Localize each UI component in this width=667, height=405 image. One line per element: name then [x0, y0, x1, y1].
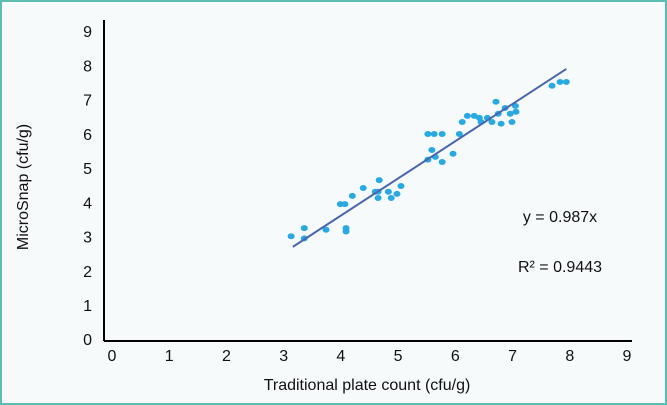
point [393, 190, 401, 197]
point [455, 130, 463, 137]
point [463, 112, 471, 119]
y-tick-label: 3 [83, 230, 92, 247]
point [562, 78, 570, 85]
point [438, 159, 446, 166]
y-tick-label: 4 [83, 195, 92, 212]
point [449, 150, 457, 157]
point [287, 233, 295, 240]
equation: y = 0.987x [523, 209, 597, 226]
x-tick-label: 7 [508, 348, 517, 365]
point [300, 225, 308, 232]
y-tick-label: 8 [83, 58, 92, 75]
r-squared: R² = 0.9443 [518, 259, 602, 276]
point [424, 130, 432, 137]
x-tick-label: 3 [279, 348, 288, 365]
point [322, 226, 330, 233]
point [374, 194, 382, 201]
point [428, 147, 436, 154]
y-tick-label: 0 [83, 332, 92, 349]
point [492, 98, 500, 105]
y-tick-label: 9 [83, 24, 92, 41]
point [497, 120, 505, 127]
point [508, 118, 516, 125]
y-tick-label: 6 [83, 127, 92, 144]
y-tick-label: 7 [83, 93, 92, 110]
point [512, 108, 520, 115]
point [506, 110, 514, 117]
point [458, 118, 466, 125]
y-tick-label: 1 [83, 298, 92, 315]
x-tick-label: 6 [451, 348, 460, 365]
point [556, 78, 564, 85]
point [375, 177, 383, 184]
x-tick-label: 4 [336, 348, 345, 365]
point [384, 188, 392, 195]
point [342, 228, 350, 235]
x-tick-label: 9 [623, 348, 632, 365]
x-tick-label: 2 [222, 348, 231, 365]
x-axis-label: Traditional plate count (cfu/g) [264, 377, 471, 394]
point [438, 130, 446, 137]
point [387, 194, 395, 201]
x-tick-label: 0 [108, 348, 117, 365]
point [397, 182, 405, 189]
trendline [292, 68, 567, 248]
point [488, 118, 496, 125]
point [359, 185, 367, 192]
point [430, 130, 438, 137]
y-axis-label: MicroSnap (cfu/g) [15, 124, 32, 250]
y-tick-label: 2 [83, 264, 92, 281]
point [548, 82, 556, 89]
x-tick-label: 8 [565, 348, 574, 365]
y-tick-label: 5 [83, 161, 92, 178]
x-tick-label: 5 [394, 348, 403, 365]
x-tick-label: 1 [165, 348, 174, 365]
point [348, 192, 356, 199]
point [341, 201, 349, 208]
